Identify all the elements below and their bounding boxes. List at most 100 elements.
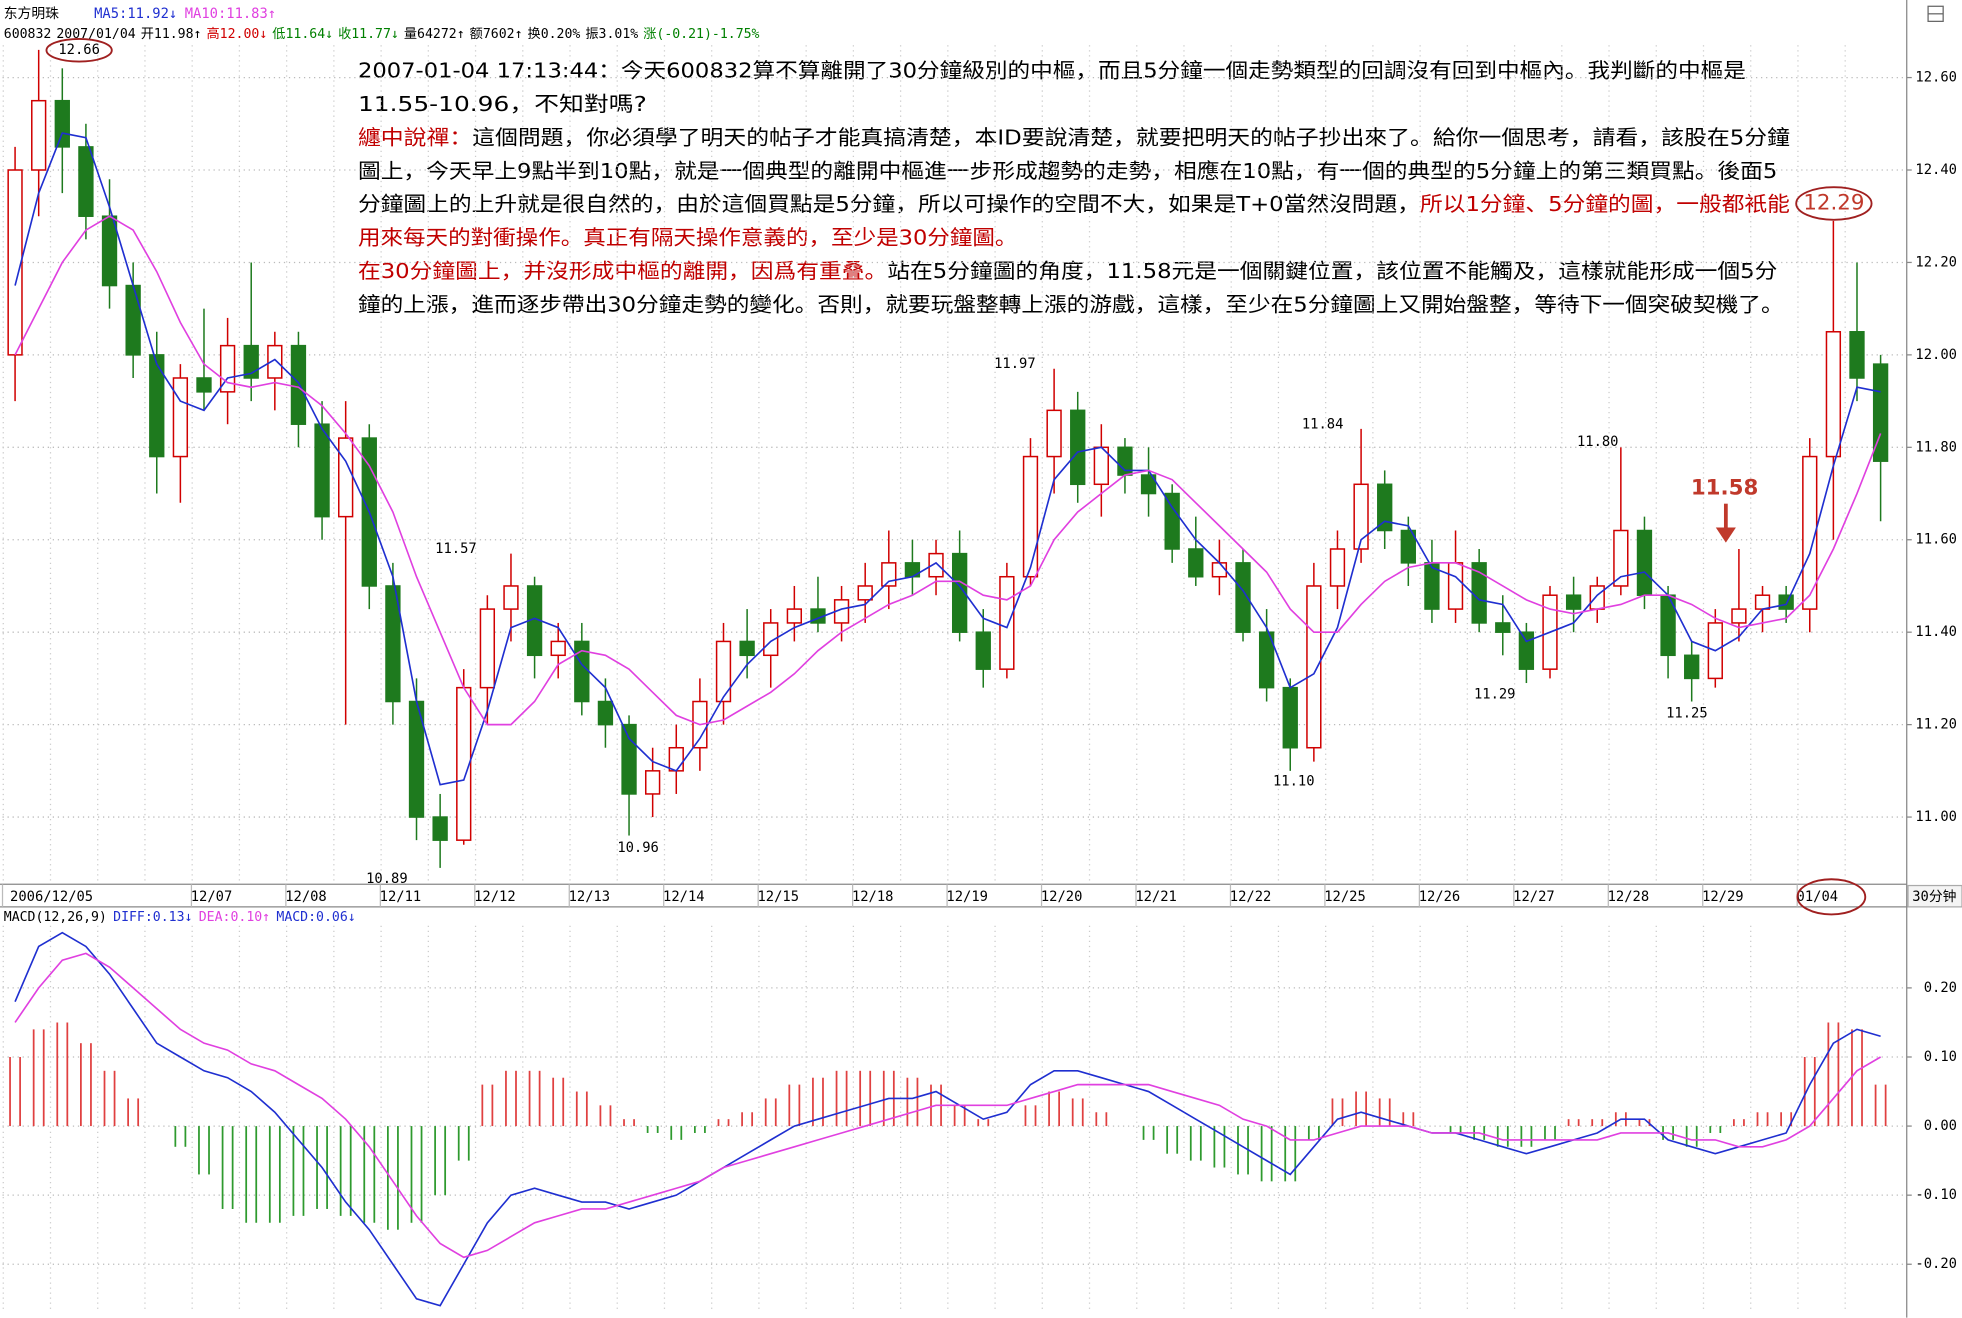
note-run: 11.55-10.96，不知對嗎? (358, 92, 647, 116)
candle-body (1589, 585, 1605, 610)
candle-body (1754, 594, 1771, 610)
candle-body (928, 552, 944, 578)
candle-body (951, 552, 968, 633)
x-tick-label: 12/27 (1513, 889, 1555, 905)
quote-item: 换0.20% (528, 26, 581, 42)
note-line: 2007-01-04 17:13:44：今天600832算不算離開了30分鐘級別… (358, 59, 1746, 83)
header-line: 东方明珠 MA5:11.92↓ MA10:11.83↑ (4, 6, 276, 22)
y-tick-label: 12.00 (1915, 347, 1957, 363)
candle-body (1778, 594, 1794, 610)
candle-body (1282, 686, 1298, 749)
note-run: 圖上，今天早上9點半到10點，就是一個典型的離開中樞進一步形成趨勢的走勢，相應在… (358, 159, 1777, 183)
candle-body (739, 640, 755, 657)
note-line: 11.55-10.96，不知對嗎? (358, 92, 647, 116)
candle-body (1447, 562, 1464, 610)
note-run: 站在5分鐘圖的角度，11.58元是一個關鍵位置，該位置不能觸及，這樣就能形成一個… (887, 259, 1777, 283)
stock-name: 东方明珠 (4, 6, 59, 22)
x-tick-label: 12/26 (1419, 889, 1461, 905)
macd-legend-item: DIFF:0.13↓ (113, 910, 192, 925)
x-tick-label: 12/19 (946, 889, 988, 905)
candle-body (1684, 654, 1700, 680)
price-annotation: 11.84 (1302, 417, 1344, 433)
candle-body (314, 423, 330, 518)
quote-item: 涨(-0.21)-1.75% (643, 26, 759, 42)
price-annotation: 12.66 (58, 42, 100, 58)
y-tick-label: 0.20 (1924, 980, 1957, 996)
quote-line: 600832 2007/01/04 开11.98↑ 高12.00↓ 低11.64↓ 收11… (4, 25, 760, 42)
candle-body (1377, 483, 1393, 532)
candle-body (597, 700, 614, 726)
candle-body (290, 344, 307, 425)
x-tick-label: 12/14 (663, 889, 705, 905)
period-label: 30分钟 (1912, 888, 1956, 905)
candle-body (644, 770, 661, 795)
ma10-legend: MA10:11.83↑ (185, 6, 276, 22)
y-tick-label: 11.40 (1915, 624, 1957, 640)
candle-body (479, 608, 496, 689)
candle-body (1329, 548, 1346, 587)
annotation-circle (1795, 186, 1873, 221)
macd-title: MACD(12,26,9) (4, 910, 107, 925)
candle-body (786, 608, 803, 624)
y-tick-label: 11.20 (1915, 717, 1957, 733)
candle-body (149, 354, 165, 458)
candle-body (1565, 594, 1582, 610)
price-annotation: 11.80 (1577, 434, 1619, 450)
macd-legend-item: DEA:0.10↑ (199, 910, 270, 925)
note-run: 這個問題，你必須學了明天的帖子才能真搞清楚，本ID要說清楚，就要把明天的帖子抄出… (472, 125, 1790, 149)
macd-legend: MACD(12,26,9) DIFF:0.13↓ DEA:0.10↑ MACD:0.0… (4, 910, 356, 925)
macd-legend-item: MACD:0.06↓ (276, 910, 355, 925)
note-run: 所以1分鐘、5分鐘的圖，一般都衹能 (1420, 192, 1790, 216)
price-annotation: 11.10 (1273, 773, 1315, 789)
x-tick-label: 12/21 (1135, 889, 1177, 905)
candle-body (1613, 529, 1629, 587)
candle-body (1872, 363, 1889, 462)
annotation-circle (1796, 878, 1867, 916)
candle-body (1518, 631, 1535, 670)
candle-body (621, 723, 637, 795)
price-annotation: 11.58 (1691, 476, 1759, 501)
quote-item: 振3.01% (585, 26, 638, 42)
y-tick-label: 11.00 (1915, 809, 1957, 825)
candle-body (1400, 529, 1416, 564)
candle-body (1825, 331, 1842, 458)
x-tick-label: 12/29 (1702, 889, 1744, 905)
period-box[interactable] (1907, 884, 1962, 908)
quote-item: 低11.64↓ (272, 26, 333, 42)
x-tick-label: 12/08 (285, 889, 327, 905)
ma5-legend: MA5:11.92↓ (94, 6, 177, 22)
x-tick-label: 12/28 (1608, 889, 1650, 905)
candle-body (1235, 562, 1251, 633)
y-tick-label: 11.60 (1915, 532, 1957, 548)
quote-item: 额7602↑ (470, 26, 523, 42)
quote-item: 开11.98↑ (141, 27, 202, 42)
note-line: 用來每天的對衝操作。真正有隔天操作意義的，至少是30分鐘圖。 (358, 226, 1017, 250)
x-tick-label: 12/15 (757, 889, 799, 905)
quote-item: 高12.00↓ (207, 25, 268, 42)
y-tick-label: -0.10 (1915, 1187, 1957, 1203)
y-tick-label: 0.10 (1924, 1049, 1957, 1065)
candle-body (432, 816, 448, 841)
x-tick-label: 12/25 (1324, 889, 1366, 905)
price-annotation: 11.97 (994, 356, 1036, 372)
candle-body (1731, 608, 1747, 624)
quote-item: 收11.77↓ (338, 26, 399, 42)
candle-body (196, 377, 212, 393)
note-run: 2007-01-04 17:13:44：今天600832算不算離開了30分鐘級別… (358, 59, 1746, 83)
candle-body (503, 585, 519, 610)
candle-body (857, 585, 873, 601)
quote-item: 600832 (4, 27, 52, 42)
y-tick-label: 0.00 (1924, 1118, 1957, 1134)
indicator-line (14, 215, 1882, 726)
y-tick-label: 11.80 (1915, 439, 1957, 455)
y-tick-label: 12.60 (1915, 70, 1957, 86)
candle-body (550, 640, 566, 657)
y-tick-label: 12.20 (1915, 254, 1957, 270)
candle-body (1258, 631, 1275, 689)
candle-body (715, 640, 732, 703)
x-tick-label: 12/20 (1041, 889, 1083, 905)
price-annotation: 10.89 (366, 871, 408, 887)
x-tick-label: 12/12 (474, 889, 516, 905)
